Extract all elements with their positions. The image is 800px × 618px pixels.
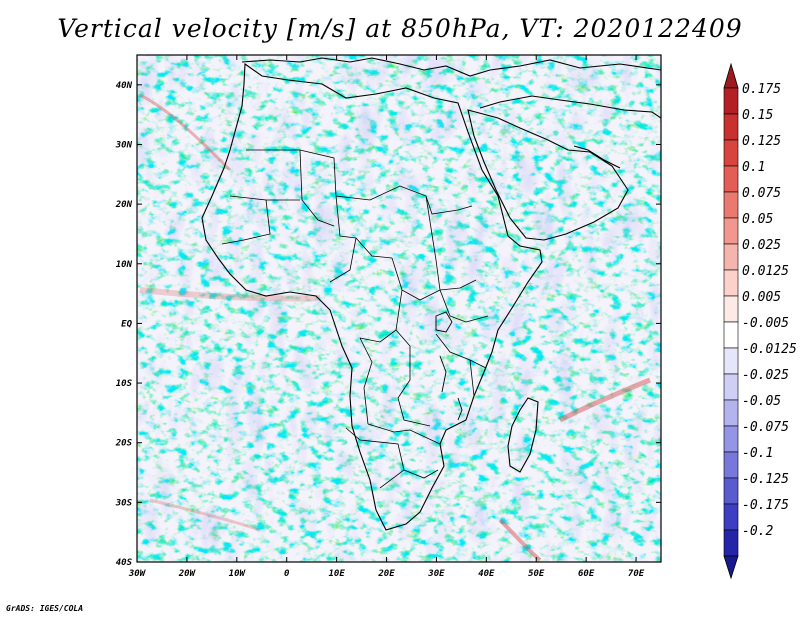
y-tick-label: 20S <box>115 439 133 449</box>
colorbar-label: 0.05 <box>742 212 773 227</box>
colorbar-swatch <box>723 113 739 141</box>
coastlines-borders <box>201 57 661 531</box>
colorbar-label: 0.1 <box>742 160 765 175</box>
x-tick-label: 20W <box>178 569 197 579</box>
africa-coastline <box>201 62 543 531</box>
y-tick-label: EQ <box>121 319 132 329</box>
europe-coastline <box>241 57 661 77</box>
middle-east-coastline <box>479 95 661 119</box>
x-tick-label: 40E <box>478 569 495 579</box>
footer-credit: GrADS: IGES/COLA <box>6 604 84 613</box>
madagascar-coastline <box>507 397 539 473</box>
y-tick-label: 40N <box>116 81 133 91</box>
colorbar-swatch <box>723 217 739 245</box>
colorbar-swatch <box>723 243 739 271</box>
colorbar-label: 0.025 <box>742 238 781 253</box>
x-tick-label: 10E <box>328 569 345 579</box>
colorbar-label: -0.2 <box>742 524 773 539</box>
colorbar-label: -0.175 <box>742 498 789 513</box>
colorbar-swatch <box>723 373 739 401</box>
y-tick-label: 40S <box>116 558 133 568</box>
x-tick-label: 50E <box>528 569 545 579</box>
colorbar-swatch <box>723 139 739 167</box>
x-tick-label: 60E <box>578 569 595 579</box>
x-tick-label: 10W <box>229 569 247 579</box>
y-tick-label: 20N <box>115 200 133 210</box>
colorbar-label: -0.1 <box>742 446 773 461</box>
y-tick-label: 30N <box>115 140 133 150</box>
x-tick-label: 70E <box>628 569 645 579</box>
colorbar-label: -0.075 <box>742 420 789 435</box>
y-tick-label: 10S <box>116 379 133 389</box>
x-tick-label: 30E <box>427 569 445 579</box>
y-tick-label: 30S <box>115 498 133 508</box>
colorbar-swatch <box>723 451 739 479</box>
colorbar-label: 0.125 <box>742 134 781 149</box>
colorbar-swatch <box>723 399 739 427</box>
colorbar-top-arrow <box>723 62 739 89</box>
x-tick-label: 20E <box>377 569 395 579</box>
x-tick-label: 30W <box>128 569 147 579</box>
colorbar-label: -0.125 <box>742 472 789 487</box>
colorbar-label: -0.005 <box>742 316 789 331</box>
colorbar-label: 0.005 <box>742 290 781 305</box>
colorbar-swatch <box>723 191 739 219</box>
colorbar-swatch <box>723 165 739 193</box>
chart-title: Vertical velocity [m/s] at 850hPa, VT: 2… <box>57 14 743 43</box>
colorbar-swatch <box>723 529 739 557</box>
colorbar-swatch <box>723 425 739 453</box>
colorbar-swatch <box>723 295 739 323</box>
arabian-peninsula-coastline <box>467 109 629 241</box>
colorbar-bottom-arrow <box>723 555 739 580</box>
colorbar-swatch <box>723 477 739 505</box>
y-tick-label: 10N <box>116 260 133 270</box>
colorbar-swatch <box>723 321 739 349</box>
country-borders <box>221 149 489 489</box>
persian-gulf-coastline <box>573 145 621 169</box>
x-tick-label: 0 <box>284 569 290 579</box>
colorbar: 0.175 0.15 0.125 0.1 0.075 0.05 0.025 0.0125 0.0… <box>723 62 797 580</box>
lakes <box>435 311 463 421</box>
colorbar-swatch <box>723 87 739 115</box>
colorbar-swatch <box>723 503 739 531</box>
plot-frame <box>136 54 662 563</box>
colorbar-label: 0.075 <box>742 186 781 201</box>
colorbar-swatch <box>723 269 739 297</box>
colorbar-label: -0.0125 <box>742 342 797 357</box>
colorbar-label: 0.0125 <box>742 264 789 279</box>
colorbar-label: -0.025 <box>742 368 789 383</box>
colorbar-label: -0.05 <box>742 394 781 409</box>
colorbar-swatch <box>723 347 739 375</box>
colorbar-label: 0.15 <box>742 108 773 123</box>
colorbar-label: 0.175 <box>742 82 781 97</box>
axis-ticks: 30W 20W 10W 0 10E 20E 30E 40E 50E 60E 70E 40N 30N 20N… <box>115 55 661 579</box>
